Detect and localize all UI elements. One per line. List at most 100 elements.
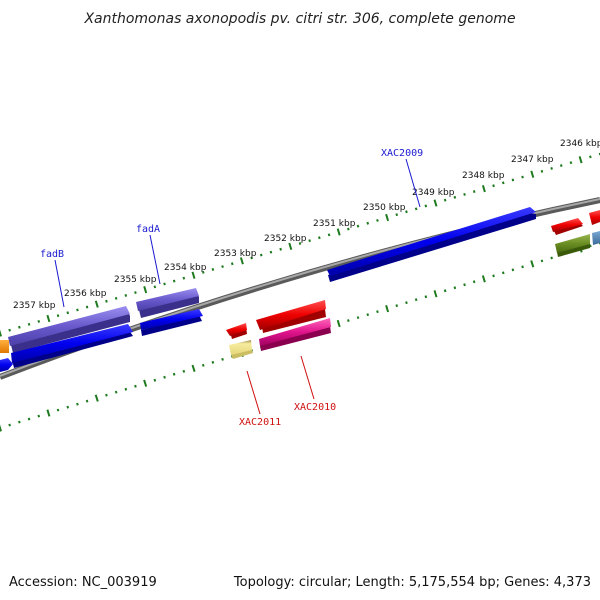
lower-minor-tick: [395, 304, 399, 308]
upper-major-tick: [288, 242, 293, 250]
upper-minor-tick: [66, 311, 70, 315]
lower-minor-tick: [472, 280, 476, 284]
lower-minor-tick: [492, 274, 495, 278]
upper-minor-tick: [134, 291, 137, 294]
lower-minor-tick: [424, 295, 428, 299]
upper-minor-tick: [114, 296, 118, 300]
upper-minor-tick: [463, 193, 466, 196]
upper-minor-tick: [521, 175, 524, 179]
gene-xac2009[interactable]: [327, 207, 536, 282]
lower-minor-tick: [182, 369, 186, 373]
upper-major-tick: [481, 185, 486, 193]
upper-minor-tick: [269, 250, 273, 254]
lower-major-tick: [481, 275, 486, 283]
gene-fada[interactable]: [136, 288, 199, 318]
upper-major-tick: [578, 156, 583, 164]
lower-minor-tick: [134, 384, 137, 388]
lower-major-tick: [46, 409, 51, 417]
tick-label-2346: 2346 kbp: [560, 139, 600, 149]
tick-label-2352: 2352 kbp: [264, 234, 307, 244]
lower-minor-tick: [501, 271, 505, 275]
upper-minor-tick: [376, 219, 379, 222]
gene-blue-edge[interactable]: [0, 358, 13, 372]
gene-blue-mid[interactable]: [140, 309, 203, 336]
upper-major-tick: [94, 300, 99, 308]
upper-minor-tick: [414, 207, 418, 211]
upper-minor-tick: [76, 308, 79, 312]
lower-minor-tick: [153, 378, 157, 382]
upper-minor-tick: [279, 247, 282, 251]
gene-label-fadb: fadB: [40, 249, 64, 260]
lower-major-tick: [94, 394, 99, 402]
leader-fada: [149, 234, 161, 285]
upper-tick-track: [0, 152, 600, 337]
map-title: Xanthomonas axonopodis pv. citri str. 30…: [83, 11, 515, 27]
gene-fadb[interactable]: [8, 306, 130, 353]
gene-orange-edge[interactable]: [0, 340, 9, 353]
upper-minor-tick: [569, 161, 573, 165]
gene-steelblue-right[interactable]: [592, 231, 600, 245]
lower-minor-tick: [211, 360, 215, 364]
lower-minor-tick: [201, 363, 205, 367]
lower-minor-tick: [163, 375, 166, 379]
upper-minor-tick: [424, 204, 428, 208]
upper-minor-tick: [37, 320, 41, 323]
lower-minor-tick: [27, 417, 31, 421]
lower-minor-tick: [172, 372, 176, 376]
upper-minor-tick: [221, 265, 224, 268]
lower-major-tick: [385, 305, 390, 313]
upper-major-tick: [530, 170, 535, 178]
lower-minor-tick: [85, 399, 89, 403]
leader-xac2009: [405, 158, 421, 208]
upper-minor-tick: [589, 155, 592, 159]
lower-minor-tick: [511, 268, 515, 272]
upper-minor-tick: [153, 285, 157, 289]
upper-minor-tick: [105, 299, 108, 303]
upper-minor-tick: [172, 279, 176, 283]
upper-major-tick: [239, 257, 244, 265]
lower-minor-tick: [356, 316, 360, 320]
gene-olive-right[interactable]: [555, 234, 590, 257]
lower-minor-tick: [18, 420, 21, 424]
tick-label-2355: 2355 kbp: [114, 275, 157, 285]
lower-minor-tick: [589, 244, 592, 248]
lower-major-tick: [530, 260, 535, 268]
tick-label-2351: 2351 kbp: [313, 219, 356, 229]
lower-minor-tick: [463, 283, 466, 287]
gene-label-fada: fadA: [136, 224, 160, 235]
upper-minor-tick: [18, 325, 21, 329]
gene-label-xac2010: XAC2010: [294, 402, 336, 413]
upper-minor-tick: [347, 227, 350, 231]
upper-minor-tick: [559, 164, 563, 167]
upper-minor-tick: [230, 262, 234, 266]
lower-major-tick: [433, 290, 438, 298]
tick-labels: 2346 kbp 2347 kbp 2348 kbp 2349 kbp 2350…: [13, 139, 600, 311]
lower-minor-tick: [124, 387, 128, 391]
gene-red-small[interactable]: [226, 323, 247, 339]
upper-minor-tick: [492, 184, 495, 188]
gene-red-large[interactable]: [256, 300, 326, 333]
tick-label-2348: 2348 kbp: [462, 171, 505, 181]
upper-minor-tick: [318, 236, 321, 240]
gene-label-xac2011: XAC2011: [239, 417, 281, 428]
lower-minor-tick: [453, 286, 457, 290]
lower-minor-tick: [37, 414, 41, 418]
gene-red-right-1[interactable]: [551, 218, 583, 235]
upper-minor-tick: [259, 253, 263, 257]
gene-label-xac2009: XAC2009: [381, 148, 423, 159]
gene-xac2010[interactable]: [259, 318, 331, 351]
upper-minor-tick: [211, 268, 215, 271]
upper-minor-tick: [366, 221, 370, 225]
lower-minor-tick: [114, 390, 118, 394]
gene-blue-left[interactable]: [11, 324, 133, 368]
lower-minor-tick: [405, 301, 408, 305]
upper-minor-tick: [27, 322, 31, 326]
lower-minor-tick: [347, 319, 350, 322]
lower-major-tick: [0, 424, 2, 432]
gene-xac2011[interactable]: [229, 340, 253, 359]
gene-red-right-2[interactable]: [589, 210, 600, 225]
tick-label-2354: 2354 kbp: [164, 263, 207, 273]
lower-minor-tick: [521, 265, 524, 269]
upper-minor-tick: [327, 233, 331, 237]
